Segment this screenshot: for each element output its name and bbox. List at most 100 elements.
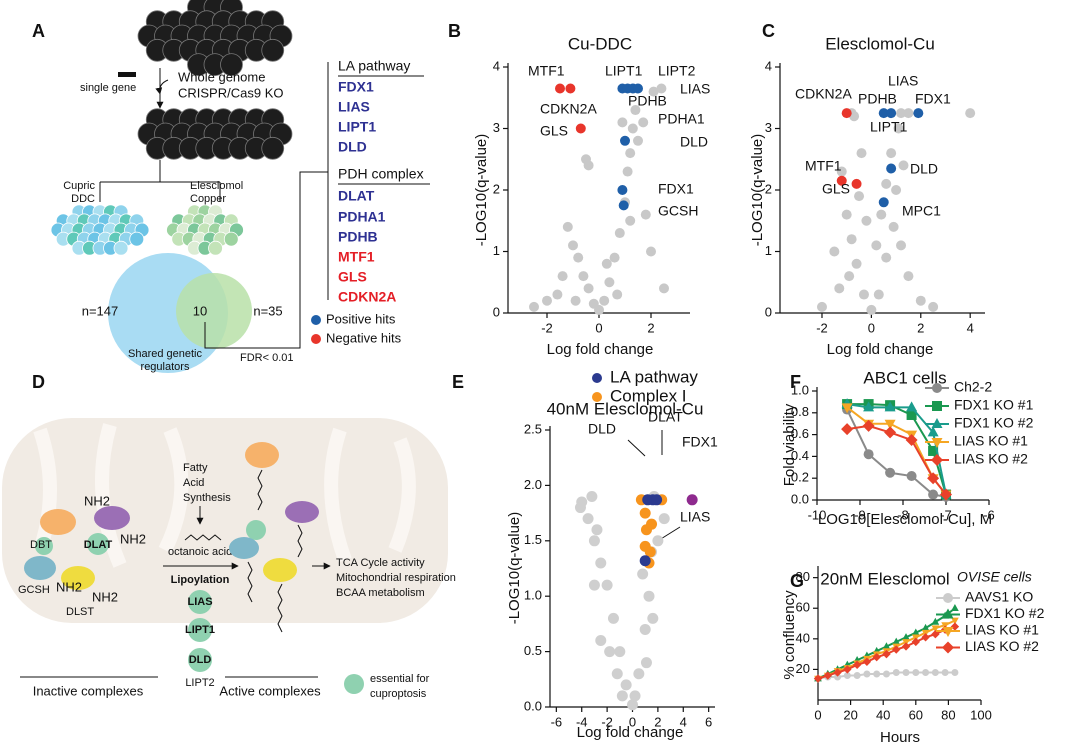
point [898, 160, 909, 171]
legend-label: FDX1 KO #2 [965, 605, 1045, 621]
y-tick-label: 2 [765, 181, 772, 196]
gene: FDX1 [338, 79, 374, 95]
point [896, 108, 907, 119]
legend-title: OVISE cells [957, 569, 1032, 585]
legend-marker [592, 373, 602, 383]
point [927, 426, 939, 437]
panel-label: B [448, 21, 461, 41]
enzyme [188, 618, 212, 642]
label: Acid [183, 477, 204, 489]
legend-label: Negative hits [326, 330, 402, 345]
protein-label: DLAT [84, 539, 113, 551]
legend-label: LIAS KO #1 [954, 433, 1028, 449]
threshold: FDR< 0.01 [240, 352, 294, 364]
x-tick-label: -4 [576, 714, 588, 729]
caption: Inactive complexes [33, 683, 144, 698]
label: Elesclomol [190, 180, 243, 192]
point [886, 108, 897, 119]
point [892, 645, 901, 654]
point [611, 668, 623, 680]
annotation: FDX1 [915, 91, 951, 107]
panel-label: A [32, 21, 45, 41]
point [884, 426, 897, 439]
protein [94, 506, 130, 530]
point [834, 283, 845, 294]
x-tick-label: -2 [816, 320, 828, 335]
point [951, 668, 959, 676]
gene: DLD [338, 139, 367, 155]
annotation: GLS [540, 123, 568, 139]
gene-bar [118, 72, 136, 77]
annotation: CDKN2A [540, 101, 597, 117]
x-tick-label: 0 [814, 707, 821, 722]
point [586, 490, 598, 502]
x-tick-label: -9 [854, 507, 866, 522]
point [627, 699, 638, 711]
point [852, 660, 862, 670]
point [620, 135, 630, 146]
label: Lipoylation [171, 574, 230, 586]
point [892, 637, 901, 645]
point [601, 258, 612, 269]
point [912, 668, 920, 676]
caption: Shared genetic [128, 348, 202, 360]
point [573, 252, 584, 263]
point [893, 123, 904, 134]
legend-label: FDX1 KO #1 [954, 397, 1034, 413]
point [931, 617, 940, 625]
annotation: MTF1 [805, 158, 842, 174]
point [906, 409, 917, 420]
point [552, 289, 563, 300]
point [630, 105, 641, 116]
annotation: LIPT2 [658, 63, 696, 79]
point [903, 271, 914, 282]
cell [261, 38, 285, 62]
point [823, 671, 832, 680]
annotation: LIAS [888, 73, 918, 89]
label: Whole genome [178, 69, 265, 84]
point [627, 123, 638, 134]
y-tick-label: 0.5 [524, 643, 542, 658]
legend-marker [942, 608, 954, 619]
point [940, 488, 952, 501]
point [612, 289, 623, 300]
point [886, 148, 897, 159]
protein [61, 566, 95, 590]
point [873, 289, 884, 300]
y-axis-label: -LOG10(q-value) [749, 134, 766, 247]
nh2: NH2 [84, 493, 110, 508]
point [886, 163, 897, 174]
y-tick-label: 0.0 [791, 491, 809, 506]
point [652, 535, 664, 547]
point [646, 518, 658, 530]
protein [246, 520, 266, 540]
label: DDC [71, 193, 95, 205]
x-axis-label: Log fold change [827, 341, 934, 358]
y-tick-label: 0.8 [791, 404, 809, 419]
y-tick-label: 1 [493, 243, 500, 258]
legend-marker [942, 627, 954, 637]
label: Cupric [63, 180, 95, 192]
point [656, 83, 667, 94]
point [846, 234, 857, 245]
point [921, 623, 930, 631]
chain [184, 534, 222, 541]
protein-label: GCSH [18, 584, 50, 596]
annotation: PDHA1 [658, 111, 705, 127]
point [884, 419, 896, 430]
point [633, 135, 643, 146]
point [604, 646, 616, 658]
y-tick-label: 3 [765, 120, 772, 135]
point [607, 612, 619, 624]
chart-title: 20nM Elesclomol [820, 569, 949, 588]
annotation: MTF1 [528, 63, 565, 79]
legend-marker [931, 438, 943, 448]
point [902, 668, 910, 676]
point [583, 283, 594, 294]
bracket [204, 62, 329, 349]
point [529, 301, 539, 312]
annotation: GLS [822, 181, 850, 197]
point [686, 494, 698, 506]
protein [35, 537, 53, 555]
point [834, 673, 842, 681]
